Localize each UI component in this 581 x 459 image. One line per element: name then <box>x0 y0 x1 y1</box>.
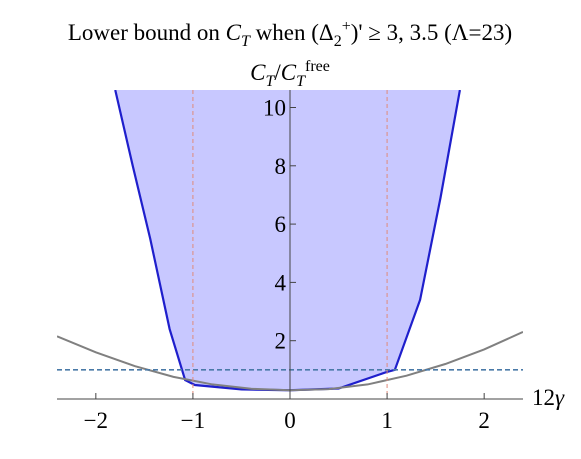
y-tick-label: 10 <box>263 95 286 120</box>
y-tick-label: 6 <box>275 212 287 237</box>
text-part: C <box>226 20 242 45</box>
x-tick-label: 0 <box>284 408 296 433</box>
x-tick-label: 2 <box>478 408 490 433</box>
x-tick-label: −2 <box>84 408 108 433</box>
text-part: γ <box>555 385 565 410</box>
text-part: )' ≥ 3, 3.5 (Λ=23) <box>351 20 512 45</box>
y-axis-label: CT/CTfree <box>250 58 330 90</box>
text-part: + <box>342 18 351 35</box>
text-part: / <box>274 60 281 85</box>
text-part: C <box>250 60 266 85</box>
y-tick-label: 8 <box>275 154 287 179</box>
text-part: 12 <box>532 385 555 410</box>
text-part: free <box>305 58 330 75</box>
x-axis-label: 12γ <box>532 385 565 410</box>
text-part: when ( <box>250 20 319 45</box>
text-part: 2 <box>334 33 342 50</box>
y-tick-label: 4 <box>275 270 287 295</box>
text-part: T <box>265 73 275 90</box>
x-tick-label: −1 <box>181 408 205 433</box>
text-part: T <box>241 33 251 50</box>
text-part: Lower bound on <box>68 20 226 45</box>
chart-title: Lower bound on CT when (Δ2+)' ≥ 3, 3.5 (… <box>68 18 512 50</box>
text-part: T <box>296 73 306 90</box>
bound-region <box>115 90 460 391</box>
y-tick-label: 2 <box>275 329 287 354</box>
x-tick-label: 1 <box>381 408 393 433</box>
text-part: C <box>281 60 297 85</box>
text-part: Δ <box>319 20 334 45</box>
plot-area <box>57 90 523 399</box>
